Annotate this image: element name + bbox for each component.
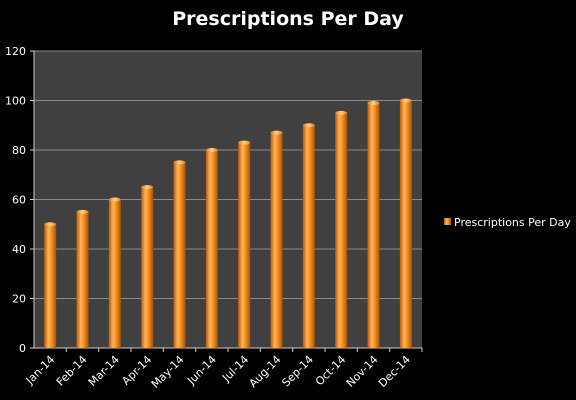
bar-cap [238, 140, 251, 145]
bar [173, 162, 186, 348]
gridlines [30, 50, 422, 349]
legend: Prescriptions Per Day [444, 216, 571, 229]
x-tick-label: Mar-14 [86, 353, 122, 389]
bar [238, 142, 251, 348]
bar-cap [335, 110, 348, 115]
y-tick-labels: 0 20 40 60 80 100 120 [5, 45, 26, 355]
bar-cap [44, 222, 57, 227]
bar [270, 132, 283, 348]
bar [108, 199, 121, 348]
x-tick-label: May-14 [149, 353, 187, 391]
x-tick-label: Nov-14 [344, 353, 381, 390]
y-tick-label: 40 [12, 243, 26, 256]
bar [76, 211, 89, 348]
x-tick-label: Sep-14 [279, 353, 316, 390]
axes [33, 51, 423, 352]
y-tick-label: 0 [19, 342, 26, 355]
y-tick-label: 120 [5, 45, 26, 58]
bar-cap [76, 209, 89, 214]
chart-title: Prescriptions Per Day [172, 8, 404, 30]
legend-label: Prescriptions Per Day [454, 216, 571, 229]
bar [205, 150, 218, 348]
legend-swatch [444, 218, 451, 225]
bar-cap [141, 185, 154, 190]
x-tick-label: Jan-14 [23, 353, 58, 388]
x-tick-label: Oct-14 [313, 353, 348, 388]
x-tick-label: Feb-14 [54, 353, 90, 389]
bar-cap [205, 148, 218, 152]
x-tick-label: Dec-14 [376, 353, 413, 390]
bar [302, 125, 315, 348]
bar-cap [367, 100, 380, 105]
bar [367, 102, 380, 348]
bar-cap [399, 98, 412, 103]
bar-cap [173, 160, 186, 165]
y-tick-label: 20 [12, 293, 26, 306]
bar-cap [108, 197, 121, 202]
x-tick-label: Jun-14 [184, 353, 219, 388]
bar-cap [302, 123, 315, 128]
x-tick-label: Aug-14 [247, 353, 284, 390]
bar [44, 224, 57, 348]
y-tick-label: 80 [12, 144, 26, 157]
y-tick-label: 100 [5, 95, 26, 108]
bar-cap [270, 130, 283, 135]
bar [335, 112, 348, 348]
bar [399, 100, 412, 348]
bars [44, 98, 412, 348]
bar [141, 187, 154, 348]
y-tick-label: 60 [12, 194, 26, 207]
